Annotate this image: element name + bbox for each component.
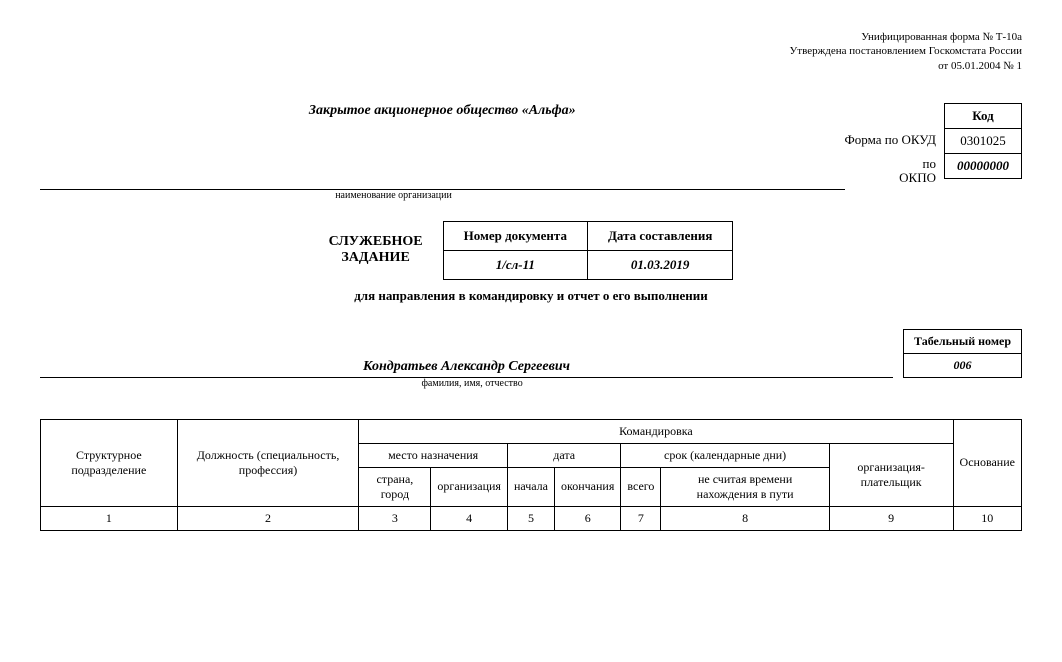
code-labels: Форма по ОКУД по ОКПО — [845, 103, 945, 190]
tabel-table: Табельный номер 006 — [903, 329, 1022, 378]
okud-label: Форма по ОКУД — [845, 127, 937, 153]
doc-number-table: Номер документа Дата составления 1/сл-11… — [443, 221, 734, 280]
document-title: СЛУЖЕБНОЕ ЗАДАНИЕ — [329, 234, 423, 266]
organization-name: Закрытое акционерное общество «Альфа» — [40, 103, 845, 190]
okud-value: 0301025 — [945, 128, 1022, 153]
main-table: Структурное подразделение Должность (спе… — [40, 419, 1022, 531]
col-dest: место назначения — [359, 443, 508, 467]
header-line2: Утверждена постановлением Госкомстата Ро… — [40, 44, 1022, 58]
doc-num-value: 1/сл-11 — [443, 250, 587, 279]
person-sublabel: фамилия, имя, отчество — [40, 378, 904, 389]
doc-date-value: 01.03.2019 — [587, 250, 732, 279]
col-period: срок (календарные дни) — [621, 443, 829, 467]
col-position: Должность (специальность, профессия) — [177, 419, 359, 506]
col-struct: Структурное подразделение — [41, 419, 178, 506]
col-start: начала — [507, 467, 554, 506]
okpo-label-top: по — [923, 156, 936, 171]
person-name: Кондратьев Александр Сергеевич — [40, 359, 893, 378]
doc-date-header: Дата составления — [587, 221, 732, 250]
document-subtitle: для направления в командировку и отчет о… — [40, 288, 1022, 304]
table-number-row: 1 2 3 4 5 6 7 8 9 10 — [41, 506, 1022, 530]
okpo-value: 00000000 — [945, 153, 1022, 178]
col-country: страна, город — [359, 467, 431, 506]
kod-header: Код — [945, 103, 1022, 128]
form-header: Унифицированная форма № Т-10а Утверждена… — [40, 30, 1022, 73]
col-excl: не считая времени нахождения в пути — [661, 467, 829, 506]
col-trip: Командировка — [359, 419, 953, 443]
doc-num-header: Номер документа — [443, 221, 587, 250]
col-end: окончания — [555, 467, 621, 506]
tabel-header: Табельный номер — [903, 329, 1021, 353]
header-line3: от 05.01.2004 № 1 — [40, 59, 1022, 73]
col-payer: организация-плательщик — [829, 443, 953, 506]
col-date: дата — [507, 443, 620, 467]
org-sublabel: наименование организации — [40, 190, 747, 201]
col-basis: Основание — [953, 419, 1021, 506]
header-line1: Унифицированная форма № Т-10а — [40, 30, 1022, 44]
okpo-label: ОКПО — [899, 170, 936, 185]
tabel-value: 006 — [903, 353, 1021, 377]
col-org: организация — [431, 467, 508, 506]
col-total: всего — [621, 467, 661, 506]
code-table: Код 0301025 00000000 — [944, 103, 1022, 179]
